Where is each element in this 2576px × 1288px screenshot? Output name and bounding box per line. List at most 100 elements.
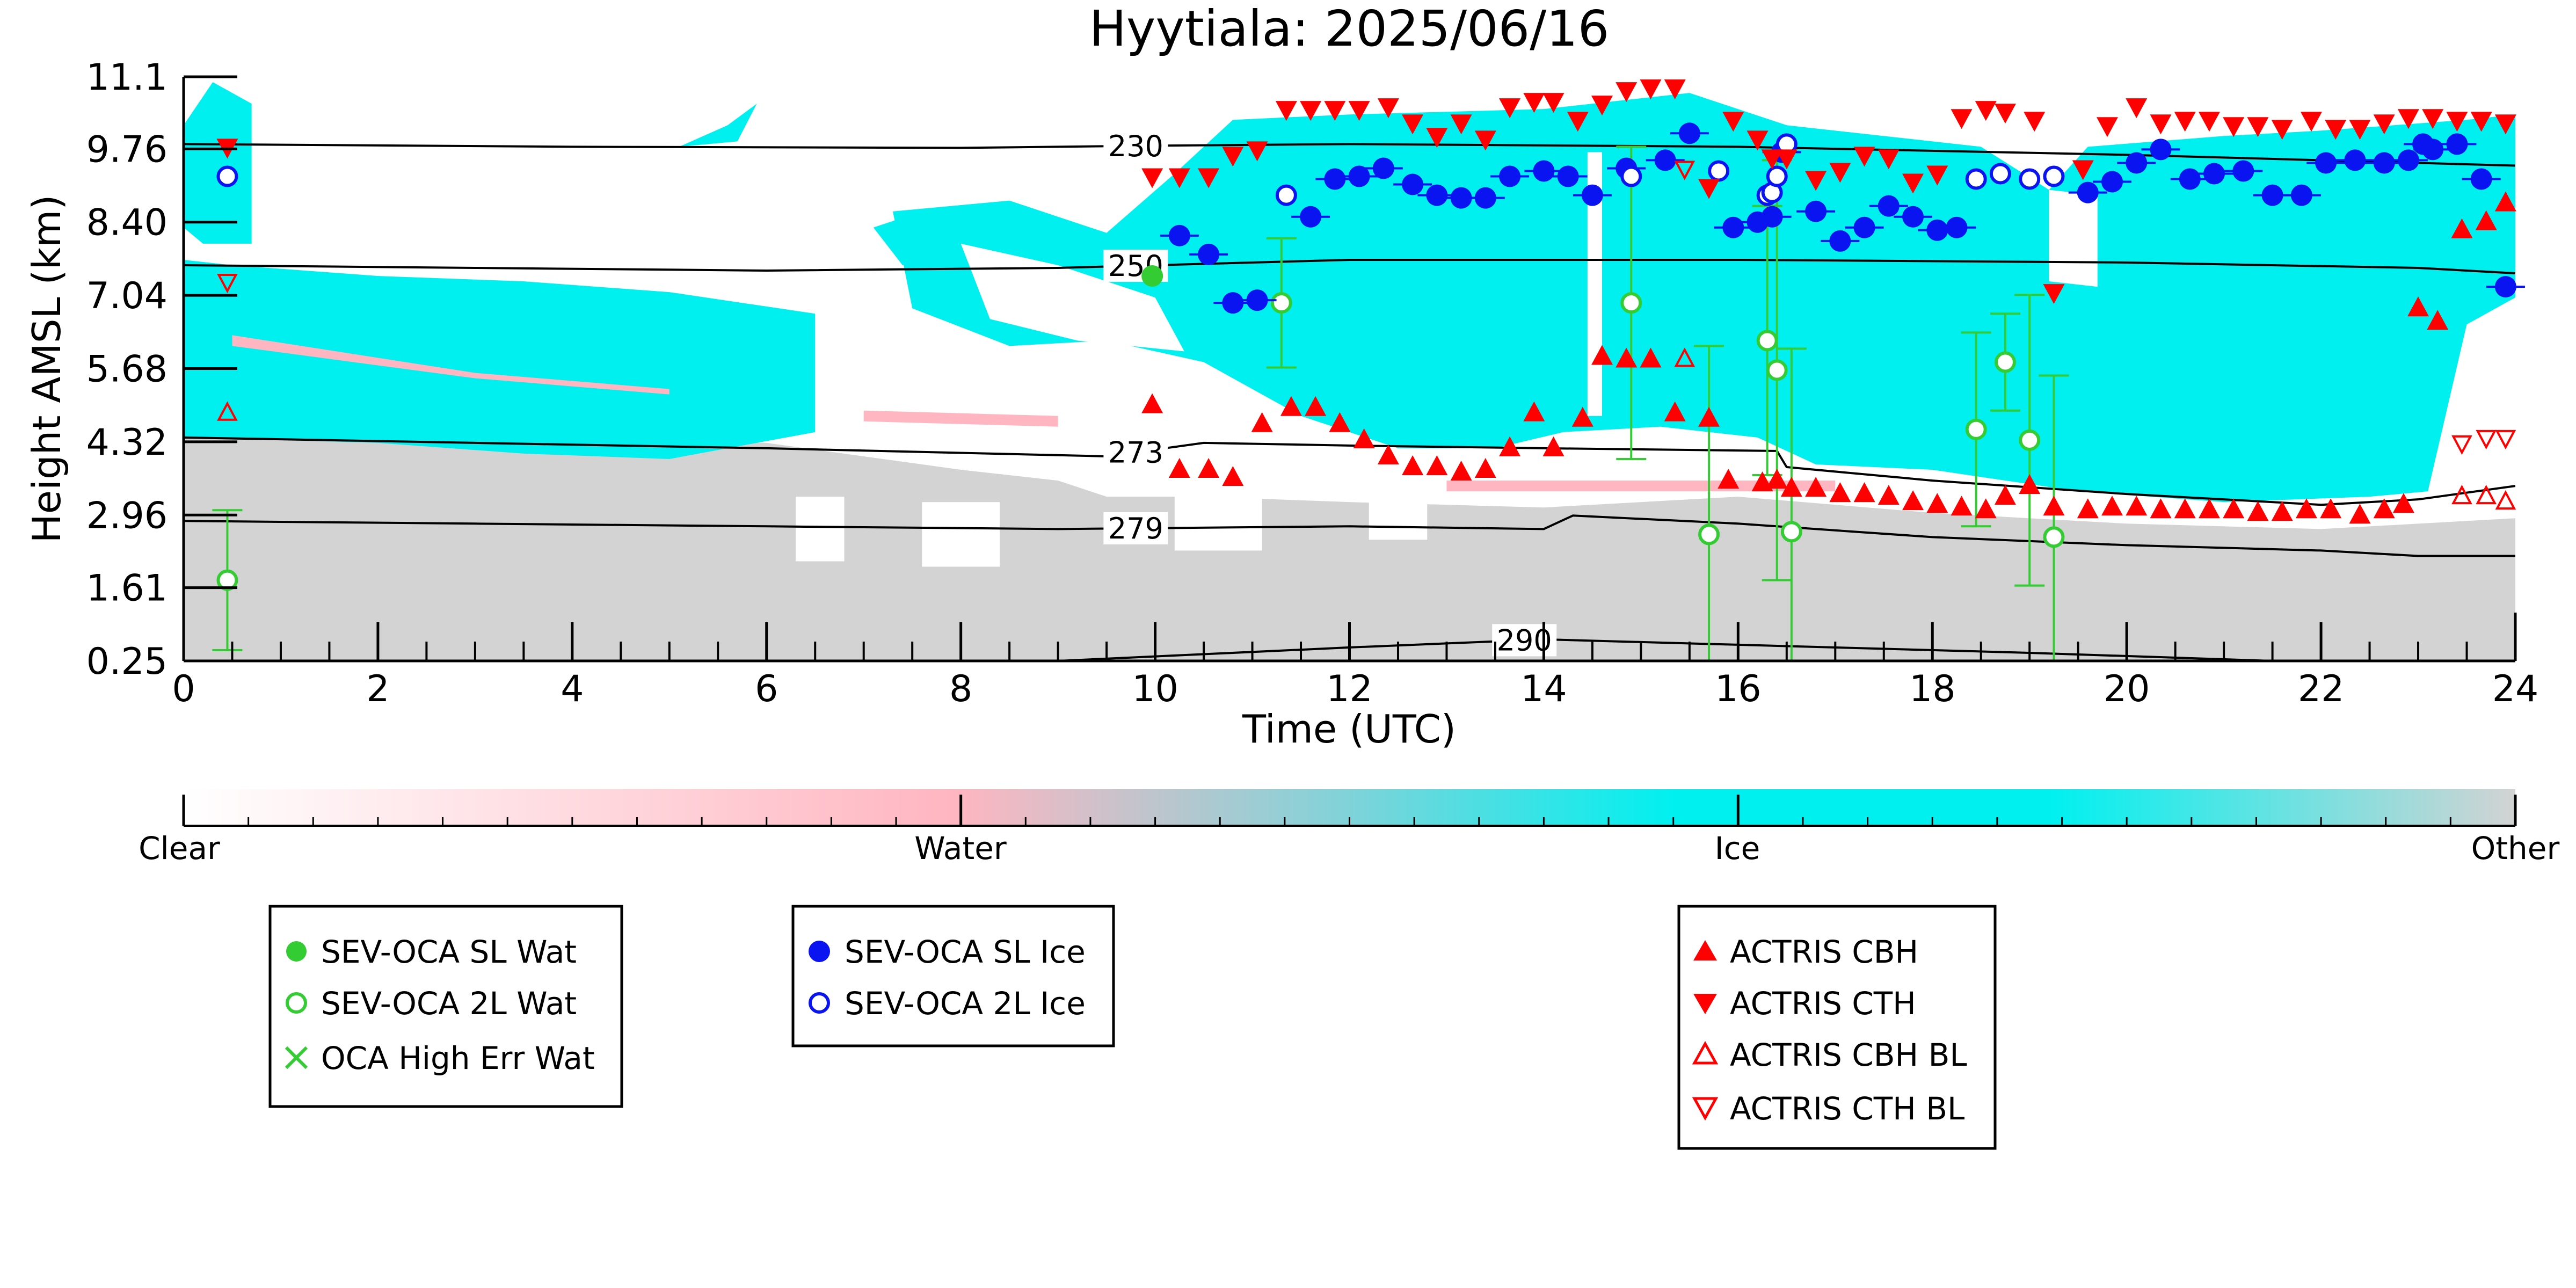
marker-sev-oca-sl-ice [1557, 165, 1579, 187]
marker-actris-cth-bl [2451, 435, 2472, 455]
marker-actris-cth [2198, 112, 2220, 132]
legend-marker-oca-high-err-wat [285, 1046, 308, 1069]
marker-sev-oca-2l-wat [1780, 521, 1802, 543]
marker-actris-cth [1246, 141, 1268, 162]
mask-water-region [863, 410, 1058, 427]
x-tick-label: 2 [366, 668, 389, 710]
marker-sev-oca-2l-wat [216, 569, 238, 591]
marker-actris-cbh [1975, 498, 1997, 519]
marker-actris-cbh [1402, 455, 1424, 476]
cloud-mask-image [184, 82, 2515, 661]
mask-ice-region [679, 104, 757, 147]
y-tick-label: 8.40 [86, 202, 168, 244]
mask-water-region [1446, 481, 1836, 492]
series-sev-oca-2l-ice [216, 133, 2065, 206]
marker-actris-cbh [1878, 485, 1900, 505]
marker-actris-cth [1450, 114, 1472, 135]
marker-actris-cbh [2150, 498, 2172, 519]
mask-ice-region [184, 82, 252, 244]
marker-sev-oca-sl-ice [1581, 184, 1603, 206]
x-axis-label: Time (UTC) [1242, 707, 1456, 752]
marker-actris-cth [2349, 120, 2371, 140]
x-tick-label: 8 [949, 668, 972, 710]
marker-actris-cth [1926, 165, 1948, 186]
marker-actris-cbh [1616, 347, 1638, 368]
mask-water-region [232, 335, 670, 395]
marker-sev-oca-sl-ice [2261, 184, 2283, 206]
marker-actris-cth-bl [1674, 161, 1695, 180]
marker-actris-cth [2373, 114, 2395, 135]
marker-actris-cbh [1805, 477, 1827, 497]
marker-sev-oca-sl-ice [2373, 152, 2395, 174]
marker-actris-cbh-bl [2451, 484, 2472, 505]
marker-sev-oca-2l-wat [2043, 526, 2065, 548]
marker-actris-cth [1300, 101, 1322, 121]
marker-actris-cth [2470, 112, 2492, 132]
marker-sev-oca-sl-ice [1533, 160, 1555, 182]
marker-actris-cbh [2349, 504, 2371, 524]
marker-actris-cbh [1474, 458, 1496, 478]
marker-sev-oca-sl-ice [2446, 133, 2468, 155]
marker-actris-cbh [1829, 482, 1851, 503]
legend-label-sev-oca-2l-ice: SEV-OCA 2L Ice [845, 985, 1086, 1022]
chart-title: Hyytiala: 2025/06/16 [1089, 0, 1610, 57]
marker-actris-cth [2397, 109, 2419, 129]
marker-sev-oca-sl-ice [2315, 152, 2337, 174]
marker-sev-oca-2l-ice [1708, 160, 1730, 182]
mask-ice-region [184, 259, 816, 459]
mask-clear-gap [1174, 486, 1262, 551]
legend-actris: ACTRIS CBH ACTRIS CTH ACTRIS CBH BL ACTR… [1677, 905, 1997, 1150]
marker-sev-oca-sl-ice [2126, 152, 2148, 174]
marker-sev-oca-sl-ice [1853, 216, 1875, 238]
marker-sev-oca-sl-ice [1168, 224, 1190, 246]
marker-actris-cbh [2295, 498, 2317, 519]
marker-sev-oca-2l-ice [2043, 165, 2065, 187]
x-tick-label: 18 [1909, 668, 1956, 710]
y-tick-label: 11.1 [86, 56, 168, 99]
marker-actris-cbh [1141, 393, 1163, 413]
marker-actris-cbh [1664, 401, 1686, 421]
marker-sev-oca-sl-ice [1348, 165, 1370, 187]
marker-actris-cbh [1698, 406, 1720, 427]
x-tick-label: 16 [1715, 668, 1762, 710]
marker-sev-oca-2l-wat [2019, 429, 2041, 451]
legend-marker-actris-cth [1693, 994, 1717, 1014]
marker-sev-oca-2l-wat [1994, 351, 2016, 373]
marker-sev-oca-sl-ice [1761, 206, 1783, 228]
legend-label-actris-cbh: ACTRIS CBH [1730, 934, 1918, 970]
marker-sev-oca-2l-wat [1766, 359, 1788, 381]
marker-actris-cth [2096, 117, 2118, 137]
marker-sev-oca-sl-ice [2494, 276, 2516, 298]
marker-actris-cth-bl [2495, 430, 2516, 450]
legend-marker-actris-cth-bl [1692, 1097, 1719, 1121]
marker-actris-cth-bl [217, 274, 238, 294]
marker-sev-oca-sl-ice [2179, 168, 2201, 190]
marker-actris-cth [2126, 98, 2148, 119]
legend-label-sev-oca-2l-wat: SEV-OCA 2L Wat [321, 985, 577, 1022]
marker-actris-cbh [2475, 210, 2497, 230]
marker-sev-oca-sl-ice [2344, 149, 2366, 171]
marker-actris-cbh-bl [217, 401, 238, 421]
marker-actris-cbh [1718, 469, 1740, 489]
y-tick-label: 4.32 [86, 421, 168, 464]
marker-sev-oca-sl-ice [1722, 216, 1744, 238]
legend-label-sev-oca-sl-ice: SEV-OCA SL Ice [845, 934, 1086, 970]
marker-actris-cth [1829, 163, 1851, 183]
marker-sev-oca-sl-ice [2290, 184, 2312, 206]
marker-actris-cbh [2043, 496, 2065, 516]
marker-actris-cbh [1377, 444, 1399, 464]
legend-marker-actris-cbh-bl [1692, 1040, 1719, 1065]
x-tick-label: 24 [2492, 668, 2539, 710]
marker-actris-cbh [2247, 501, 2269, 521]
marker-actris-cbh [1168, 458, 1190, 478]
legend-marker-sev-oca-sl-wat [286, 941, 307, 962]
marker-actris-cbh [2494, 191, 2516, 212]
marker-sev-oca-sl-ice [1654, 149, 1676, 171]
marker-actris-cbh-bl [1674, 347, 1695, 367]
legend-marker-sev-oca-2l-wat [286, 992, 307, 1014]
legend-marker-sev-oca-sl-ice [809, 941, 830, 962]
colorbar-label-water: Water [914, 830, 1007, 867]
marker-actris-cth [1377, 98, 1399, 119]
marker-actris-cth [1616, 82, 1638, 103]
